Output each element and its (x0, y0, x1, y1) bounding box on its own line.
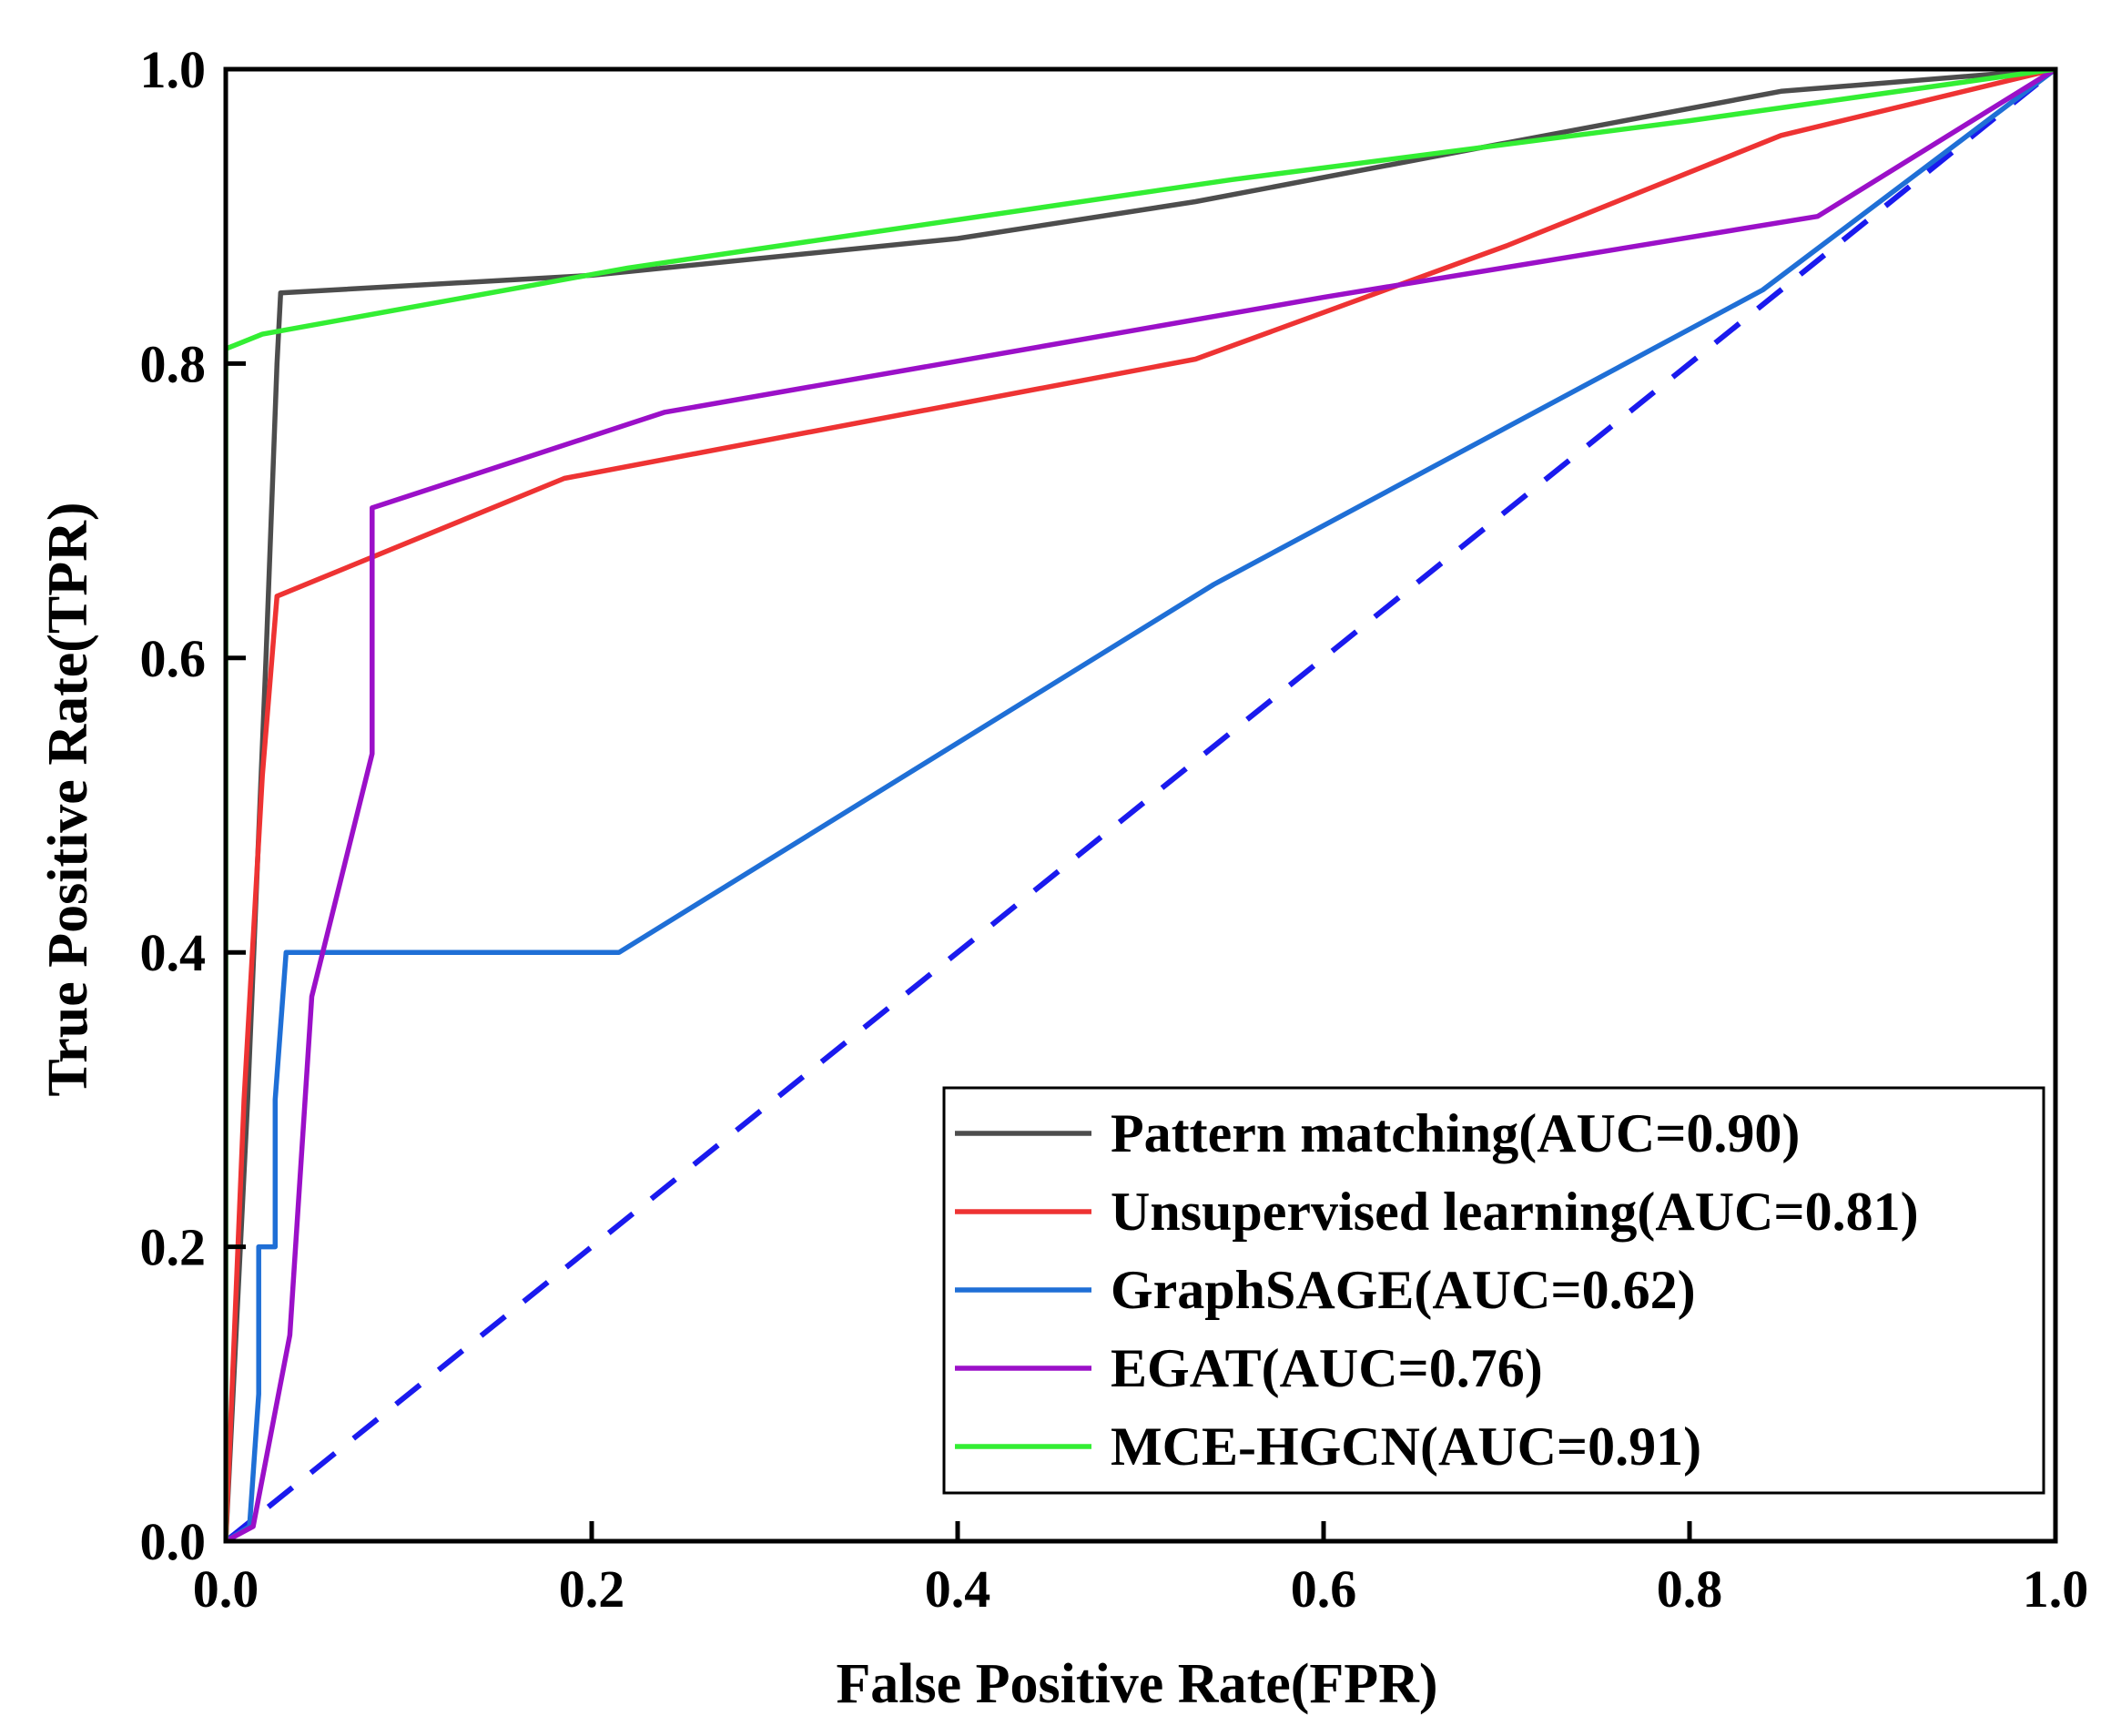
legend-label: MCE-HGCN(AUC=0.91) (1111, 1416, 1701, 1477)
legend-label: GraphSAGE(AUC=0.62) (1111, 1260, 1696, 1320)
legend-label: Pattern matching(AUC=0.90) (1111, 1103, 1800, 1163)
y-tick-label: 0.4 (140, 923, 207, 982)
series-line-diagonal-reference (226, 69, 2055, 1541)
y-tick-label: 0.0 (140, 1512, 207, 1571)
legend-label: Unsupervised learning(AUC=0.81) (1111, 1182, 1919, 1242)
series-line-mce-hgcn (226, 69, 2055, 1541)
y-axis-title: True Positive Rate(TPR) (37, 502, 99, 1096)
y-tick-label: 1.0 (140, 40, 207, 99)
x-axis-ticks: 0.0 0.2 0.4 0.6 0.8 1.0 (193, 1521, 2089, 1619)
plot-series (226, 69, 2055, 1541)
x-tick-label: 0.2 (559, 1559, 625, 1619)
legend-label: EGAT(AUC=0.76) (1111, 1338, 1543, 1398)
x-tick-label: 0.8 (1657, 1559, 1723, 1619)
x-axis-title: False Positive Rate(FPR) (836, 1653, 1437, 1715)
legend: Pattern matching(AUC=0.90) Unsupervised l… (942, 1086, 2045, 1495)
plot-border (223, 66, 2058, 1544)
y-tick-label: 0.2 (140, 1218, 207, 1277)
series-line-graphsage (226, 69, 2055, 1541)
series-line-egat (226, 69, 2055, 1541)
x-tick-label: 1.0 (2023, 1559, 2089, 1619)
plot-frame (223, 66, 2058, 1544)
y-tick-label: 0.6 (140, 629, 207, 688)
y-tick-label: 0.8 (140, 334, 207, 393)
x-tick-label: 0.6 (1291, 1559, 1357, 1619)
legend-box (942, 1086, 2045, 1495)
x-tick-label: 0.4 (925, 1559, 991, 1619)
series-line-unsupervised-learning (226, 69, 2055, 1541)
y-axis-ticks: 0.0 0.2 0.4 0.6 0.8 1.0 (140, 40, 246, 1571)
x-tick-label: 0.0 (193, 1559, 259, 1619)
